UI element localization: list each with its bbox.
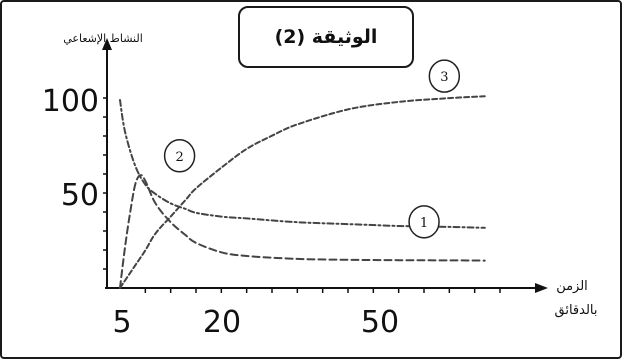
- y-axis-label: النشاط الإشعاعي: [63, 32, 143, 45]
- series-layer: [119, 95, 486, 289]
- axis-minor-ticks: [103, 97, 501, 293]
- y-tick-label: 50: [61, 178, 99, 213]
- document-title: الوثيقة (2): [274, 26, 378, 48]
- curve-label-circle-1: [408, 205, 440, 239]
- x-axis-label-line2: بالدقائق: [555, 303, 598, 318]
- document-title-box: الوثيقة (2): [238, 6, 414, 68]
- curve-label-1: 1: [420, 216, 428, 231]
- curve-label-3: 3: [440, 70, 448, 85]
- series-line-1: [119, 99, 486, 229]
- tick-labels: 5 20 50 50 100: [42, 84, 399, 340]
- curve-label-circle-2: [163, 139, 196, 173]
- x-tick-label: 5: [112, 305, 131, 340]
- y-axis-arrow: [102, 38, 112, 50]
- curve-label-circle-3: [428, 59, 461, 93]
- x-axis-label-line1: الزمن: [556, 279, 588, 294]
- x-tick-label: 20: [203, 305, 241, 340]
- series-line-2: [119, 174, 486, 289]
- x-axis-arrow: [535, 283, 548, 293]
- x-tick-label: 50: [361, 305, 399, 340]
- curve-labels-layer: 1 2 3: [163, 59, 461, 239]
- y-tick-label: 100: [42, 84, 99, 119]
- chart-axes: [102, 38, 548, 293]
- series-line-3: [119, 95, 486, 289]
- curve-label-2: 2: [175, 150, 183, 165]
